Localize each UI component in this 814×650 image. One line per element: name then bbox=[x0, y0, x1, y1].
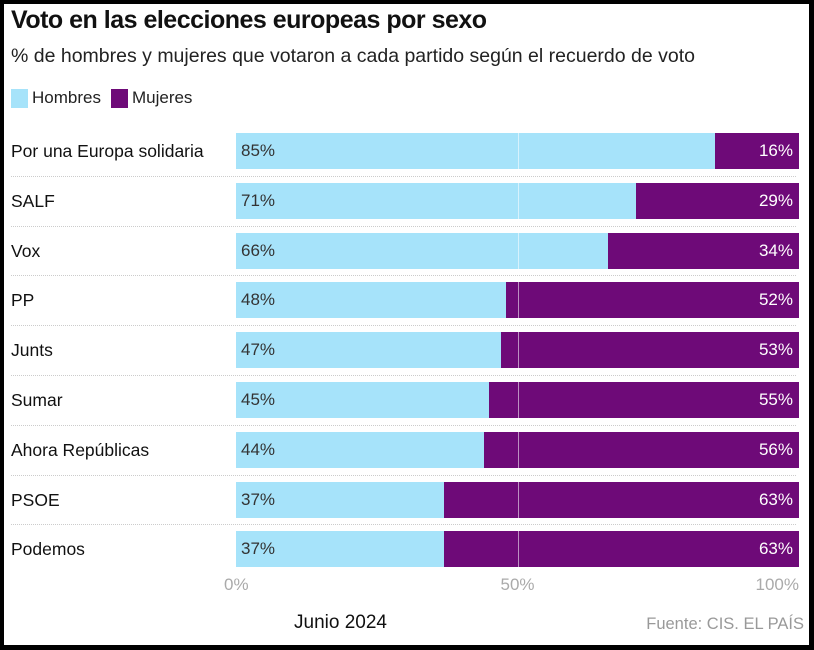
bar-hombres-pp bbox=[236, 282, 507, 318]
bar-hombres-sumar bbox=[236, 382, 490, 418]
row-separator bbox=[11, 475, 796, 476]
bar-mujeres-sumar bbox=[489, 382, 799, 418]
value-label-hombres-sumar: 45% bbox=[241, 390, 276, 409]
value-label-hombres-vox: 66% bbox=[241, 241, 276, 260]
bar-hombres-por-una-europa-solidaria bbox=[236, 133, 715, 169]
legend-swatch-mujeres bbox=[110, 88, 128, 108]
category-label-sumar: Sumar bbox=[11, 390, 63, 410]
value-label-mujeres-vox: 34% bbox=[758, 241, 793, 260]
value-label-hombres-psoe: 37% bbox=[241, 490, 276, 509]
value-label-mujeres-ahora-republicas: 56% bbox=[758, 440, 793, 459]
bar-mujeres-pp bbox=[506, 282, 799, 318]
legend-swatch-hombres bbox=[11, 88, 28, 108]
bar-mujeres-ahora-republicas bbox=[483, 432, 799, 468]
value-label-hombres-podemos: 37% bbox=[241, 539, 276, 558]
chart-subtitle: % de hombres y mujeres que votaron a cad… bbox=[11, 45, 695, 67]
bar-mujeres-psoe bbox=[444, 482, 799, 518]
bar-hombres-psoe bbox=[236, 482, 445, 518]
category-label-vox: Vox bbox=[11, 241, 41, 261]
bar-mujeres-por-una-europa-solidaria bbox=[714, 133, 799, 169]
x-tick-label: 0% bbox=[224, 575, 249, 594]
value-label-hombres-junts: 47% bbox=[241, 340, 276, 359]
row-separator bbox=[11, 375, 796, 376]
category-label-por-una-europa-solidaria: Por una Europa solidaria bbox=[11, 141, 204, 161]
gridline-50 bbox=[517, 233, 519, 269]
category-label-ahora-republicas: Ahora Repúblicas bbox=[11, 440, 150, 460]
bar-hombres-ahora-republicas bbox=[236, 432, 484, 468]
value-label-mujeres-salf: 29% bbox=[758, 191, 793, 210]
bar-mujeres-podemos bbox=[444, 531, 799, 567]
gridline-50 bbox=[517, 183, 519, 219]
source-note: Fuente: CIS. EL PAÍS bbox=[646, 615, 804, 633]
legend-label-hombres: Hombres bbox=[32, 88, 101, 107]
value-label-mujeres-pp: 52% bbox=[758, 290, 793, 309]
category-label-junts: Junts bbox=[11, 340, 53, 360]
row-separator bbox=[11, 325, 796, 326]
value-label-mujeres-junts: 53% bbox=[758, 340, 793, 359]
gridline-50 bbox=[517, 382, 519, 418]
gridline-50 bbox=[517, 432, 519, 468]
row-separator bbox=[11, 425, 796, 426]
value-label-hombres-salf: 71% bbox=[241, 191, 276, 210]
bar-hombres-vox bbox=[236, 233, 608, 269]
gridline-50 bbox=[517, 482, 519, 518]
gridline-50 bbox=[517, 133, 519, 169]
gridline-50 bbox=[517, 282, 519, 318]
value-label-hombres-pp: 48% bbox=[241, 290, 276, 309]
bar-hombres-podemos bbox=[236, 531, 445, 567]
category-label-psoe: PSOE bbox=[11, 490, 60, 510]
row-separator bbox=[11, 226, 796, 227]
bar-hombres-salf bbox=[236, 183, 636, 219]
value-label-hombres-por-una-europa-solidaria: 85% bbox=[241, 141, 276, 160]
value-label-mujeres-sumar: 55% bbox=[758, 390, 793, 409]
chart-title: Voto en las elecciones europeas por sexo bbox=[11, 6, 487, 34]
value-label-mujeres-por-una-europa-solidaria: 16% bbox=[758, 141, 793, 160]
date-note: Junio 2024 bbox=[294, 612, 387, 633]
value-label-hombres-ahora-republicas: 44% bbox=[241, 440, 276, 459]
legend-label-mujeres: Mujeres bbox=[131, 88, 193, 107]
legend-item-mujeres: Mujeres bbox=[110, 88, 193, 108]
gridline-50 bbox=[517, 531, 519, 567]
bar-mujeres-salf bbox=[635, 183, 799, 219]
row-separator bbox=[11, 176, 796, 177]
legend-item-hombres: Hombres bbox=[11, 88, 101, 108]
bar-mujeres-vox bbox=[607, 233, 799, 269]
value-label-mujeres-podemos: 63% bbox=[758, 539, 793, 558]
value-label-mujeres-psoe: 63% bbox=[758, 490, 793, 509]
category-label-podemos: Podemos bbox=[11, 539, 85, 559]
bar-hombres-junts bbox=[236, 332, 501, 368]
row-separator bbox=[11, 275, 796, 276]
legend: Hombres Mujeres bbox=[11, 88, 202, 108]
category-label-pp: PP bbox=[11, 290, 35, 310]
gridline-50 bbox=[517, 332, 519, 368]
x-tick-label: 100% bbox=[755, 575, 799, 594]
category-label-salf: SALF bbox=[11, 191, 55, 211]
bar-mujeres-junts bbox=[500, 332, 799, 368]
row-separator bbox=[11, 524, 796, 525]
x-tick-label: 50% bbox=[500, 575, 535, 594]
